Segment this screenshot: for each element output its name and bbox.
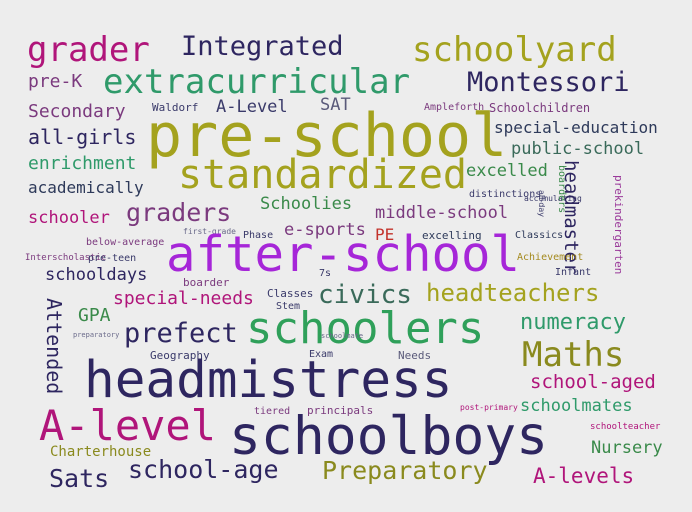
word-academically: academically — [28, 178, 144, 197]
word-distinctions: distinctions — [469, 189, 542, 200]
word-all-girls: all-girls — [28, 125, 137, 149]
word-school-age: school-age — [128, 455, 279, 484]
word-below-average: below-average — [86, 237, 165, 248]
word-excelled: excelled — [466, 161, 548, 181]
word-maths: Maths — [522, 335, 625, 375]
word-schoolyard: schoolyard — [412, 30, 617, 70]
word-schoolers: schoolers — [246, 303, 485, 354]
word-schoolboys: schoolboys — [229, 406, 549, 467]
word-sats: Sats — [49, 464, 110, 493]
word-montessori: Montessori — [467, 67, 630, 98]
word-attended: Attended — [42, 298, 66, 395]
word-preparatory: Preparatory — [322, 456, 488, 485]
word-preparatory-small: preparatory — [73, 331, 120, 339]
word-exam: Exam — [309, 349, 334, 360]
word-enrichment: enrichment — [28, 153, 137, 174]
word-7s: 7s — [319, 268, 332, 279]
word-pre-school: pre-school — [146, 101, 508, 171]
word-numeracy: numeracy — [520, 310, 626, 335]
word-prefect: prefect — [124, 318, 238, 349]
word-a-levels: A-levels — [533, 464, 635, 488]
word-schoolmate: schoolmate — [321, 332, 364, 340]
word-after-school: after-school — [166, 226, 521, 283]
word-schoolteacher: schoolteacher — [590, 422, 661, 432]
word-schooldays: schooldays — [45, 265, 148, 285]
word-standardized: standardized — [178, 152, 467, 198]
word-pre-k: pre-K — [28, 71, 83, 92]
word-achievement: Achievement — [517, 252, 584, 263]
word-geography: Geography — [150, 349, 210, 362]
word-schoolchildren: Schoolchildren — [489, 101, 591, 115]
word-ampleforth: Ampleforth — [424, 102, 485, 113]
word-tiered: tiered — [254, 406, 291, 417]
word-boarder: boarder — [183, 276, 230, 289]
word-classes: Classes — [267, 287, 314, 300]
word-pe: PE — [375, 225, 395, 244]
word-secondary: Secondary — [28, 101, 126, 122]
word-extracurricular: extracurricular — [103, 62, 411, 102]
word-civics: civics — [318, 280, 412, 310]
word-schoolmates: schoolmates — [520, 396, 633, 416]
word-pre-teen: pre-teen — [88, 253, 137, 264]
word-headmistress: headmistress — [84, 351, 453, 410]
word-all-day: all-day — [537, 190, 546, 217]
word-e-sports: e-sports — [284, 220, 366, 240]
word-schoolies: Schoolies — [260, 194, 353, 214]
word-sat: SAT — [320, 95, 351, 115]
word-interscholastic: Interscholastic — [25, 253, 107, 263]
word-needs: Needs — [398, 349, 432, 362]
word-classics: Classics — [515, 230, 564, 241]
word-charterhouse: Charterhouse — [50, 444, 152, 460]
word-first-grade: first-grade — [183, 227, 236, 236]
word-special-needs: special-needs — [113, 288, 254, 309]
word-infant: Infant — [555, 267, 592, 278]
word-excelling: excelling — [422, 229, 482, 242]
word-gpa: GPA — [78, 305, 111, 326]
word-middle-school: middle-school — [375, 203, 509, 223]
word-school-aged: school-aged — [530, 371, 656, 393]
word-waldorf: Waldorf — [152, 101, 199, 114]
word-nursery: Nursery — [591, 438, 663, 458]
word-prekindergarten: prekindergarten — [612, 175, 625, 275]
word-a-level: A-level — [39, 401, 217, 450]
word-a-level-caps: A-Level — [216, 97, 288, 117]
word-schooler: schooler — [28, 208, 110, 228]
word-post-primary: post-primary — [460, 403, 518, 412]
word-stem: Stem — [276, 301, 301, 312]
word-accumulating: accumulating — [524, 194, 582, 203]
word-grader: grader — [27, 30, 150, 70]
word-principals: principals — [307, 404, 374, 417]
word-integrated: Integrated — [181, 31, 344, 62]
word-headteachers: headteachers — [426, 279, 600, 307]
word-public-school: public-school — [511, 139, 645, 159]
word-phase: Phase — [243, 230, 274, 241]
word-special-education: special-education — [494, 118, 658, 137]
word-graders: graders — [126, 198, 232, 227]
